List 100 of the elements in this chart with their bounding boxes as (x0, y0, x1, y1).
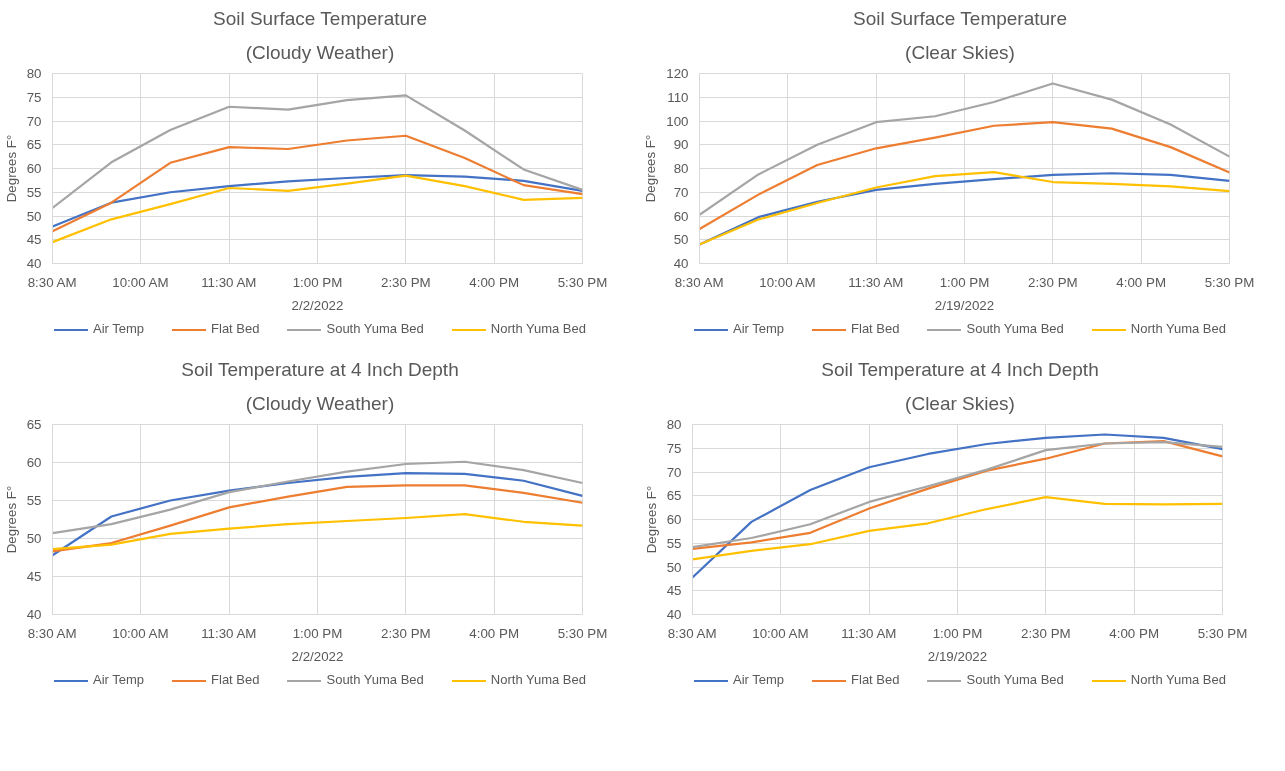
y-tick-label: 55 (26, 184, 42, 200)
line-series (52, 484, 583, 553)
x-tick-label: 1:00 PM (939, 274, 990, 290)
x-tick-label: 5:30 PM (1204, 274, 1255, 290)
legend-label: North Yuma Bed (489, 671, 586, 689)
legend-label: South Yuma Bed (965, 671, 1064, 689)
y-tick-label: 70 (673, 184, 689, 200)
line-series (52, 472, 583, 557)
y-axis-title: Degrees F° (643, 485, 659, 554)
x-tick-label: 11:30 AM (848, 274, 904, 290)
y-tick-label: 50 (26, 208, 42, 224)
y-tick-label: 60 (26, 455, 42, 470)
y-tick-label: 75 (666, 440, 682, 456)
y-tick-label: 110 (667, 89, 689, 105)
y-tick-label: 55 (26, 493, 42, 508)
legend-label: South Yuma Bed (325, 320, 424, 338)
y-axis-title: Degrees F° (3, 485, 19, 554)
legend-label: Air Temp (92, 671, 145, 689)
x-tick-label: 11:30 AM (841, 625, 897, 641)
x-tick-label: 8:30 AM (667, 625, 717, 641)
legend-label: Air Temp (732, 320, 785, 338)
x-tick-label: 10:00 AM (759, 274, 816, 290)
legend-label: North Yuma Bed (1129, 671, 1226, 689)
legend-label: South Yuma Bed (965, 320, 1064, 338)
y-tick-label: 65 (26, 137, 42, 153)
line-series (52, 134, 583, 233)
y-tick-label: 60 (666, 512, 682, 527)
x-axis-title: 2/19/2022 (934, 297, 995, 313)
chart-subtitle: (Cloudy Weather) (245, 41, 395, 65)
line-series (692, 433, 1223, 579)
y-tick-label: 40 (26, 607, 42, 622)
legend-label: North Yuma Bed (1129, 320, 1226, 338)
x-tick-label: 4:00 PM (1116, 274, 1166, 290)
x-axis-title: 2/2/2022 (291, 648, 344, 664)
legend-label: North Yuma Bed (489, 320, 586, 338)
legend-label: Flat Bed (850, 320, 900, 338)
y-tick-label: 60 (673, 208, 689, 224)
x-tick-label: 2:30 PM (381, 274, 431, 290)
y-tick-label: 45 (26, 569, 42, 584)
chart-title: Soil Surface Temperature (212, 7, 428, 31)
line-series (52, 174, 583, 244)
y-tick-label: 45 (26, 232, 42, 248)
line-series (52, 94, 583, 210)
y-tick-label: 45 (666, 583, 682, 599)
y-tick-label: 50 (673, 232, 689, 248)
y-tick-label: 80 (666, 417, 682, 432)
line-series (52, 513, 583, 551)
y-tick-label: 100 (666, 113, 689, 129)
x-tick-label: 2:30 PM (1021, 625, 1071, 641)
y-tick-label: 50 (26, 531, 42, 546)
line-series (52, 174, 583, 228)
y-tick-label: 65 (666, 488, 682, 504)
x-tick-label: 11:30 AM (201, 625, 257, 641)
x-tick-label: 5:30 PM (1197, 625, 1248, 641)
y-tick-label: 65 (26, 417, 42, 432)
chart-title: Soil Temperature at 4 Inch Depth (181, 358, 459, 382)
x-tick-label: 8:30 AM (674, 274, 724, 290)
y-tick-label: 50 (666, 559, 682, 575)
x-tick-label: 11:30 AM (201, 274, 257, 290)
x-tick-label: 1:00 PM (292, 274, 343, 290)
x-tick-label: 4:00 PM (1109, 625, 1159, 641)
y-tick-label: 90 (673, 137, 689, 153)
x-tick-label: 10:00 AM (112, 625, 169, 641)
x-tick-label: 8:30 AM (27, 274, 77, 290)
y-tick-label: 70 (26, 113, 42, 129)
x-tick-label: 5:30 PM (557, 625, 608, 641)
x-tick-label: 10:00 AM (752, 625, 809, 641)
x-axis-title: 2/2/2022 (291, 297, 344, 313)
x-tick-label: 2:30 PM (381, 625, 431, 641)
x-tick-label: 2:30 PM (1028, 274, 1078, 290)
x-tick-label: 10:00 AM (112, 274, 169, 290)
y-tick-label: 55 (666, 535, 682, 551)
x-tick-label: 1:00 PM (932, 625, 983, 641)
x-tick-label: 4:00 PM (469, 274, 519, 290)
chart-title: Soil Temperature at 4 Inch Depth (821, 358, 1099, 382)
legend-label: Air Temp (732, 671, 785, 689)
y-axis-title: Degrees F° (643, 134, 659, 203)
y-tick-label: 70 (666, 464, 682, 480)
x-tick-label: 1:00 PM (292, 625, 343, 641)
legend-label: Air Temp (92, 320, 145, 338)
line-series (52, 460, 583, 535)
y-tick-label: 80 (673, 161, 689, 176)
y-tick-label: 60 (26, 161, 42, 176)
line-series (699, 121, 1230, 231)
chart-title: Soil Surface Temperature (852, 7, 1068, 31)
legend-label: South Yuma Bed (325, 671, 424, 689)
x-tick-label: 5:30 PM (557, 274, 608, 290)
y-tick-label: 120 (666, 66, 689, 81)
x-axis-title: 2/19/2022 (927, 648, 988, 664)
chart-subtitle: (Clear Skies) (905, 41, 1015, 65)
legend-label: Flat Bed (210, 320, 260, 338)
y-tick-label: 40 (673, 256, 689, 271)
x-tick-label: 8:30 AM (27, 625, 77, 641)
y-axis-title: Degrees F° (3, 134, 19, 203)
line-series (692, 496, 1223, 561)
legend-label: Flat Bed (850, 671, 900, 689)
line-series (699, 82, 1230, 216)
legend-label: Flat Bed (210, 671, 260, 689)
x-tick-label: 4:00 PM (469, 625, 519, 641)
y-tick-label: 40 (26, 256, 42, 271)
